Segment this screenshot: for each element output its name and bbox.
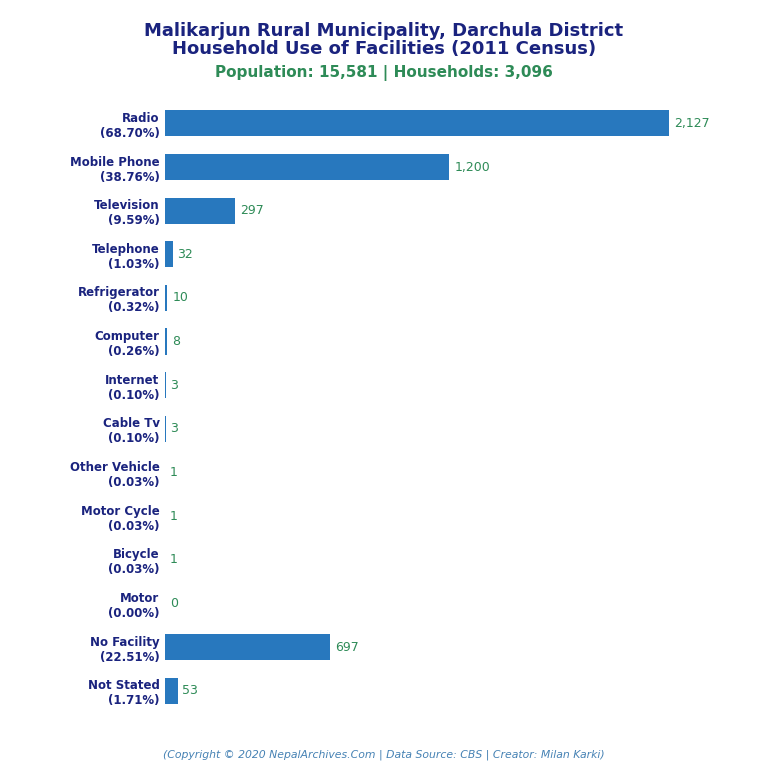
Bar [165, 329, 167, 355]
Text: 8: 8 [172, 335, 180, 348]
Text: Population: 15,581 | Households: 3,096: Population: 15,581 | Households: 3,096 [215, 65, 553, 81]
Text: 697: 697 [335, 641, 359, 654]
Bar [165, 634, 330, 660]
Text: 2,127: 2,127 [674, 117, 710, 130]
Text: 53: 53 [183, 684, 198, 697]
Bar [165, 677, 177, 703]
Bar [165, 285, 167, 311]
Text: 1,200: 1,200 [454, 161, 490, 174]
Bar [165, 111, 669, 137]
Text: (Copyright © 2020 NepalArchives.Com | Data Source: CBS | Creator: Milan Karki): (Copyright © 2020 NepalArchives.Com | Da… [163, 750, 605, 760]
Bar [165, 197, 236, 223]
Text: 1: 1 [170, 553, 178, 566]
Text: 10: 10 [172, 291, 188, 304]
Bar [165, 241, 173, 267]
Text: 3: 3 [170, 379, 178, 392]
Text: 0: 0 [170, 597, 178, 610]
Text: Malikarjun Rural Municipality, Darchula District: Malikarjun Rural Municipality, Darchula … [144, 22, 624, 39]
Bar [165, 154, 449, 180]
Text: 297: 297 [240, 204, 264, 217]
Text: 1: 1 [170, 510, 178, 523]
Text: 32: 32 [177, 248, 194, 261]
Text: 3: 3 [170, 422, 178, 435]
Text: Household Use of Facilities (2011 Census): Household Use of Facilities (2011 Census… [172, 40, 596, 58]
Text: 1: 1 [170, 466, 178, 479]
